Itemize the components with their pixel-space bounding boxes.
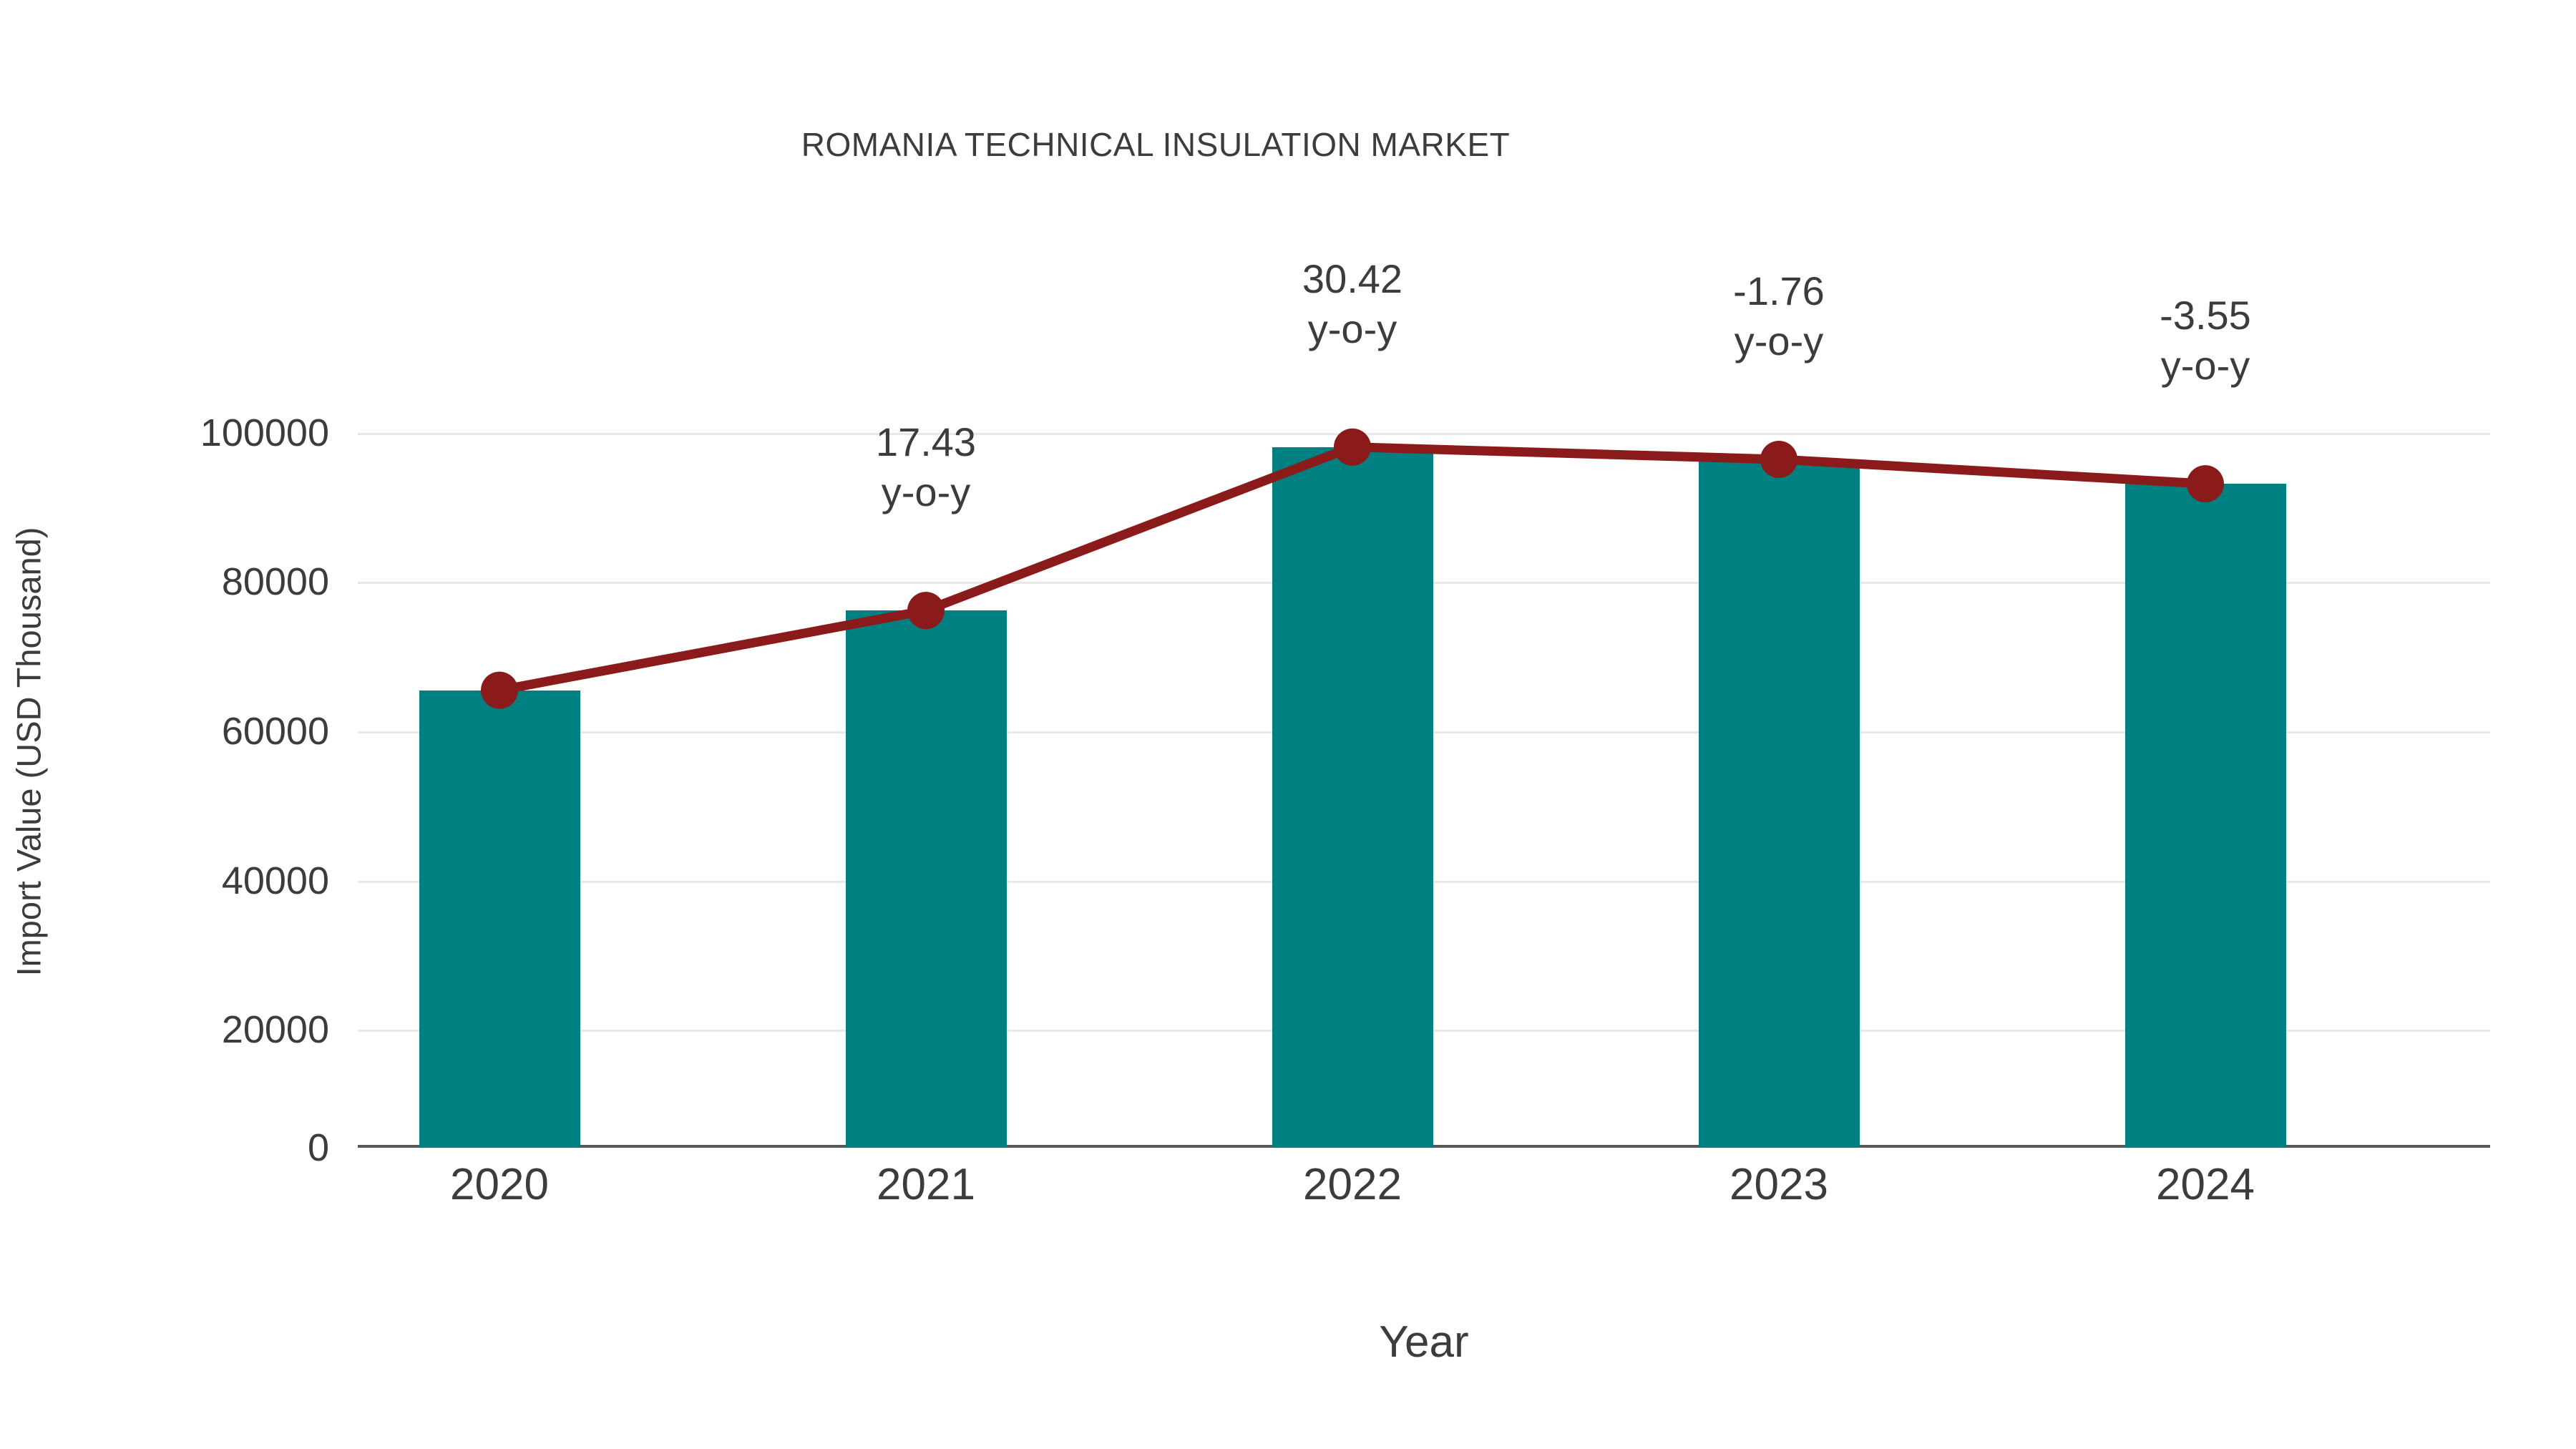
bar-2020[interactable] <box>419 690 580 1148</box>
bar-2023[interactable] <box>1698 459 1860 1148</box>
x-axis-title: Year <box>358 1317 2490 1367</box>
y-tick-label-40000: 40000 <box>221 859 329 902</box>
data-label-2023-value: -1.76 <box>1733 268 1825 313</box>
x-tick-label-2023: 2023 <box>1729 1160 1828 1209</box>
chart-title: ROMANIA TECHNICAL INSULATION MARKET <box>0 125 2576 164</box>
trend-marker-2022[interactable] <box>1334 428 1371 466</box>
x-tick-label-2020: 2020 <box>450 1160 549 1209</box>
gridline-100000 <box>358 433 2490 435</box>
x-tick-label-2021: 2021 <box>877 1160 975 1209</box>
trend-line <box>494 442 2210 696</box>
bar-2024[interactable] <box>2124 484 2286 1148</box>
data-label-2024-unit: y-o-y <box>2160 343 2250 389</box>
chart-title-text: ROMANIA TECHNICAL INSULATION MARKET <box>801 126 1511 163</box>
bar-2021[interactable] <box>845 610 1007 1148</box>
y-axis-title: Import Value (USD Thousand) <box>7 386 50 1116</box>
trend-markers <box>481 428 2224 709</box>
data-label-2024-value: -3.55 <box>2160 293 2251 338</box>
data-label-2024: -3.55 y-o-y <box>2160 291 2251 391</box>
data-label-2021-unit: y-o-y <box>881 469 971 515</box>
data-label-2021: 17.43 y-o-y <box>876 417 976 517</box>
y-axis-title-text: Import Value (USD Thousand) <box>9 527 48 976</box>
x-axis-title-text: Year <box>1379 1317 1469 1367</box>
y-tick-label-20000: 20000 <box>221 1008 329 1051</box>
data-label-2023-unit: y-o-y <box>1734 318 1824 364</box>
bar-2022[interactable] <box>1272 447 1433 1148</box>
data-label-2022-value: 30.42 <box>1302 255 1403 301</box>
y-tick-label-80000: 80000 <box>221 560 329 603</box>
trend-marker-2021[interactable] <box>907 592 945 630</box>
trend-line-layer <box>481 428 2224 709</box>
trend-marker-2024[interactable] <box>2187 465 2224 503</box>
x-tick-label-2024: 2024 <box>2156 1160 2255 1209</box>
plot-area: 100000 80000 60000 40000 20000 0 2020 20… <box>200 256 2490 1209</box>
data-label-2022: 30.42 y-o-y <box>1302 254 1402 354</box>
data-label-2021-value: 17.43 <box>875 419 977 465</box>
trend-marker-2020[interactable] <box>481 671 518 709</box>
y-tick-label-0: 0 <box>307 1126 329 1169</box>
trend-marker-2023[interactable] <box>1760 440 1797 478</box>
y-tick-label-100000: 100000 <box>200 411 329 454</box>
x-tick-label-2022: 2022 <box>1303 1160 1402 1209</box>
data-label-2023: -1.76 y-o-y <box>1733 266 1825 366</box>
data-label-2022-unit: y-o-y <box>1307 306 1397 351</box>
y-tick-label-60000: 60000 <box>221 710 329 753</box>
